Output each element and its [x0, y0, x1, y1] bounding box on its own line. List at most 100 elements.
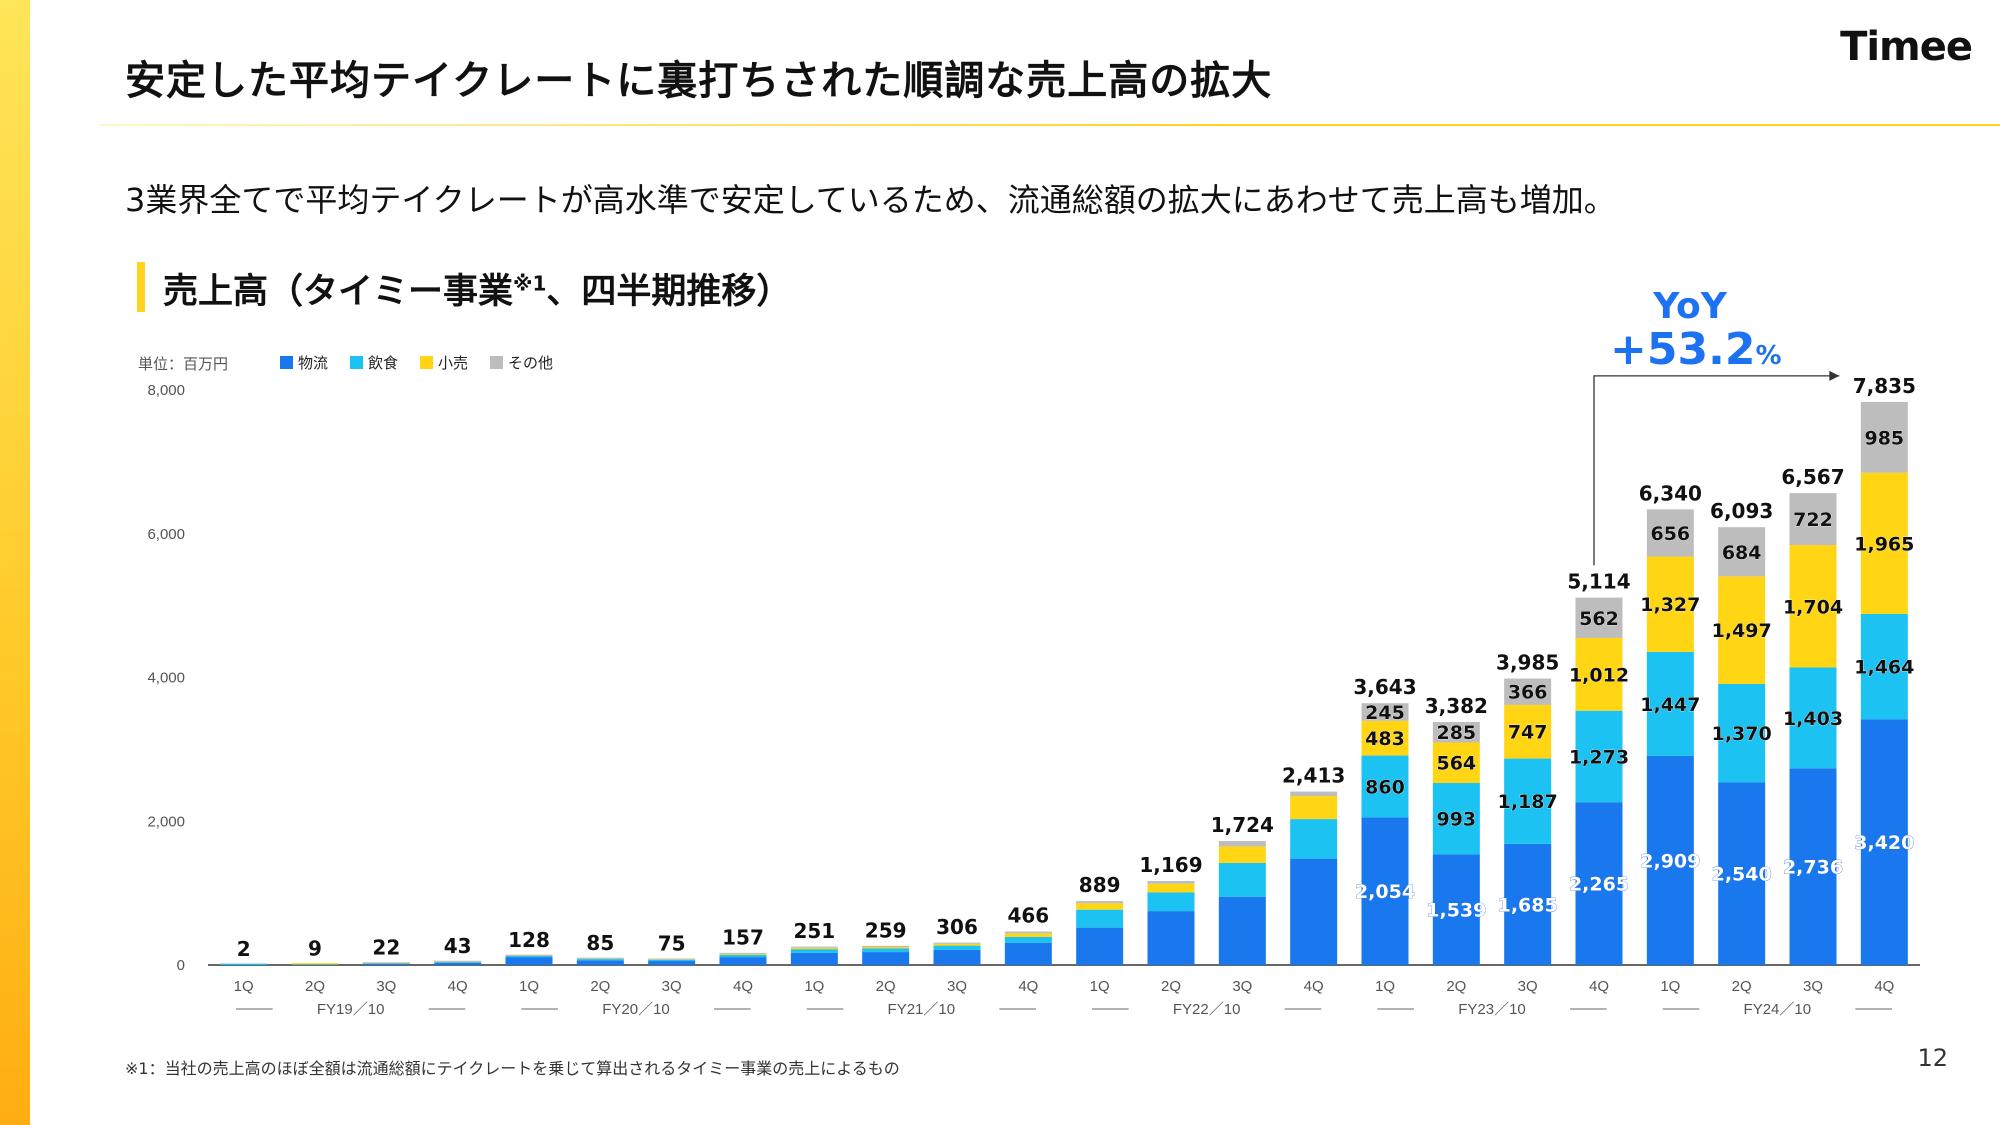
- total-label: 85: [586, 931, 614, 955]
- bar-segment-物流: [576, 960, 624, 965]
- total-label: 3,643: [1353, 675, 1416, 699]
- x-tick-label: 4Q: [448, 978, 468, 995]
- bar-segment-その他: [1504, 678, 1552, 705]
- segment-label: 1,447: [1640, 694, 1700, 716]
- header-divider: [100, 124, 2000, 126]
- bar-segment-物流: [1575, 802, 1623, 965]
- bar-segment-物流: [862, 952, 910, 965]
- bar-segment-飲食: [1504, 758, 1552, 844]
- yoy-label: YoY: [1653, 286, 1727, 327]
- total-label: 2: [237, 937, 251, 961]
- page-title: 安定した平均テイクレートに裏打ちされた順調な売上高の拡大: [125, 58, 1273, 104]
- bar-segment-その他: [1004, 931, 1052, 934]
- bar-segment-物流: [1646, 755, 1694, 965]
- x-tick-label: 3Q: [947, 978, 967, 995]
- bar-segment-物流: [790, 952, 838, 965]
- bar-segment-小売: [1504, 704, 1552, 759]
- bar-segment-小売: [719, 953, 767, 955]
- total-label: 75: [658, 932, 686, 956]
- legend-item-food: 飲食: [350, 352, 398, 373]
- footnote: ※1：当社の売上高のほぼ全額は流通総額にテイクレートを乗じて算出されるタイミー事…: [125, 1059, 900, 1078]
- segment-label: 993: [1436, 809, 1476, 831]
- bar-segment-小売: [1789, 545, 1837, 668]
- bar-segment-その他: [1290, 791, 1338, 797]
- total-label: 22: [372, 935, 400, 959]
- segment-label: 483: [1365, 728, 1405, 750]
- segment-label: 1,965: [1854, 533, 1914, 555]
- bar-segment-その他: [933, 942, 981, 944]
- segment-label: 722: [1793, 509, 1833, 531]
- x-tick-label: 2Q: [876, 978, 896, 995]
- bar-segment-小売: [1218, 846, 1266, 863]
- chart-title: 売上高（タイミー事業※1、四半期推移）: [163, 263, 791, 314]
- total-label: 3,382: [1425, 694, 1488, 718]
- bar-segment-飲食: [220, 963, 268, 965]
- bar-segment-物流: [1504, 843, 1552, 965]
- bar-segment-その他: [1789, 493, 1837, 546]
- fy-label: FY24／10: [1744, 1001, 1812, 1018]
- legend-item-logistics: 物流: [280, 352, 328, 373]
- bar-segment-小売: [291, 963, 339, 965]
- segment-label: 1,685: [1498, 894, 1558, 916]
- segment-label: 1,273: [1569, 746, 1629, 768]
- bar-segment-その他: [1361, 703, 1409, 721]
- bar-segment-飲食: [434, 961, 482, 963]
- segment-label: 1,539: [1426, 900, 1486, 922]
- fy-label: FY22／10: [1173, 1001, 1241, 1018]
- bar-segment-小売: [1361, 720, 1409, 756]
- legend-swatch-logistics: [280, 356, 293, 369]
- bar-segment-物流: [1718, 782, 1766, 965]
- total-label: 6,093: [1710, 499, 1773, 523]
- chart-title-footnote-ref: ※1: [513, 271, 547, 296]
- y-tick-label: 4,000: [147, 670, 185, 687]
- segment-label: 747: [1508, 722, 1548, 744]
- y-tick-label: 0: [177, 957, 185, 974]
- bar-segment-物流: [648, 961, 696, 965]
- bar-segment-飲食: [1575, 710, 1623, 803]
- x-tick-label: 1Q: [1660, 978, 1680, 995]
- x-tick-label: 3Q: [1518, 978, 1538, 995]
- bar-segment-飲食: [576, 959, 624, 961]
- x-tick-label: 2Q: [305, 978, 325, 995]
- bar-segment-物流: [1147, 911, 1195, 965]
- segment-label: 1,497: [1712, 620, 1772, 642]
- x-tick-label: 1Q: [519, 978, 539, 995]
- y-tick-label: 8,000: [147, 382, 185, 399]
- bar-segment-その他: [1575, 597, 1623, 638]
- bar-segment-飲食: [1860, 613, 1908, 720]
- bar-segment-その他: [790, 946, 838, 948]
- bar-segment-その他: [434, 960, 482, 962]
- total-label: 5,114: [1567, 569, 1630, 593]
- bar-segment-飲食: [862, 948, 910, 953]
- yoy-percent: %: [1755, 341, 1782, 371]
- legend-swatch-other: [490, 356, 504, 369]
- segment-label: 656: [1650, 523, 1690, 545]
- bar-segment-物流: [1361, 817, 1409, 965]
- x-tick-label: 1Q: [234, 978, 254, 995]
- bar-segment-その他: [1218, 841, 1266, 847]
- legend-label: 飲食: [368, 354, 399, 372]
- bar-segment-物流: [1290, 858, 1338, 965]
- segment-label: 2,736: [1783, 857, 1843, 879]
- chart-legend: 物流 飲食 小売 その他: [280, 352, 553, 373]
- segment-label: 684: [1722, 542, 1762, 564]
- segment-label: 366: [1508, 682, 1548, 704]
- bar-segment-物流: [434, 962, 482, 965]
- chart-title-marker: [137, 262, 145, 312]
- legend-swatch-retail: [420, 356, 434, 369]
- yoy-number: +53.2: [1610, 324, 1756, 375]
- x-tick-label: 2Q: [1732, 978, 1752, 995]
- bar-segment-飲食: [1646, 651, 1694, 756]
- bar-segment-物流: [1860, 719, 1908, 965]
- unit-label: 単位：百万円: [138, 355, 229, 373]
- x-tick-label: 3Q: [1803, 978, 1823, 995]
- bar-segment-その他: [1646, 509, 1694, 557]
- x-tick-label: 3Q: [1232, 978, 1252, 995]
- total-label: 1,724: [1211, 813, 1274, 837]
- fy-label: FY23／10: [1458, 1001, 1526, 1018]
- page-subtitle: 3業界全てで平均テイクレートが高水準で安定しているため、流通総額の拡大にあわせて…: [125, 181, 1616, 219]
- total-label: 2,413: [1282, 764, 1345, 788]
- bar-segment-その他: [1432, 721, 1480, 743]
- bar-segment-その他: [862, 945, 910, 948]
- segment-label: 860: [1365, 776, 1405, 798]
